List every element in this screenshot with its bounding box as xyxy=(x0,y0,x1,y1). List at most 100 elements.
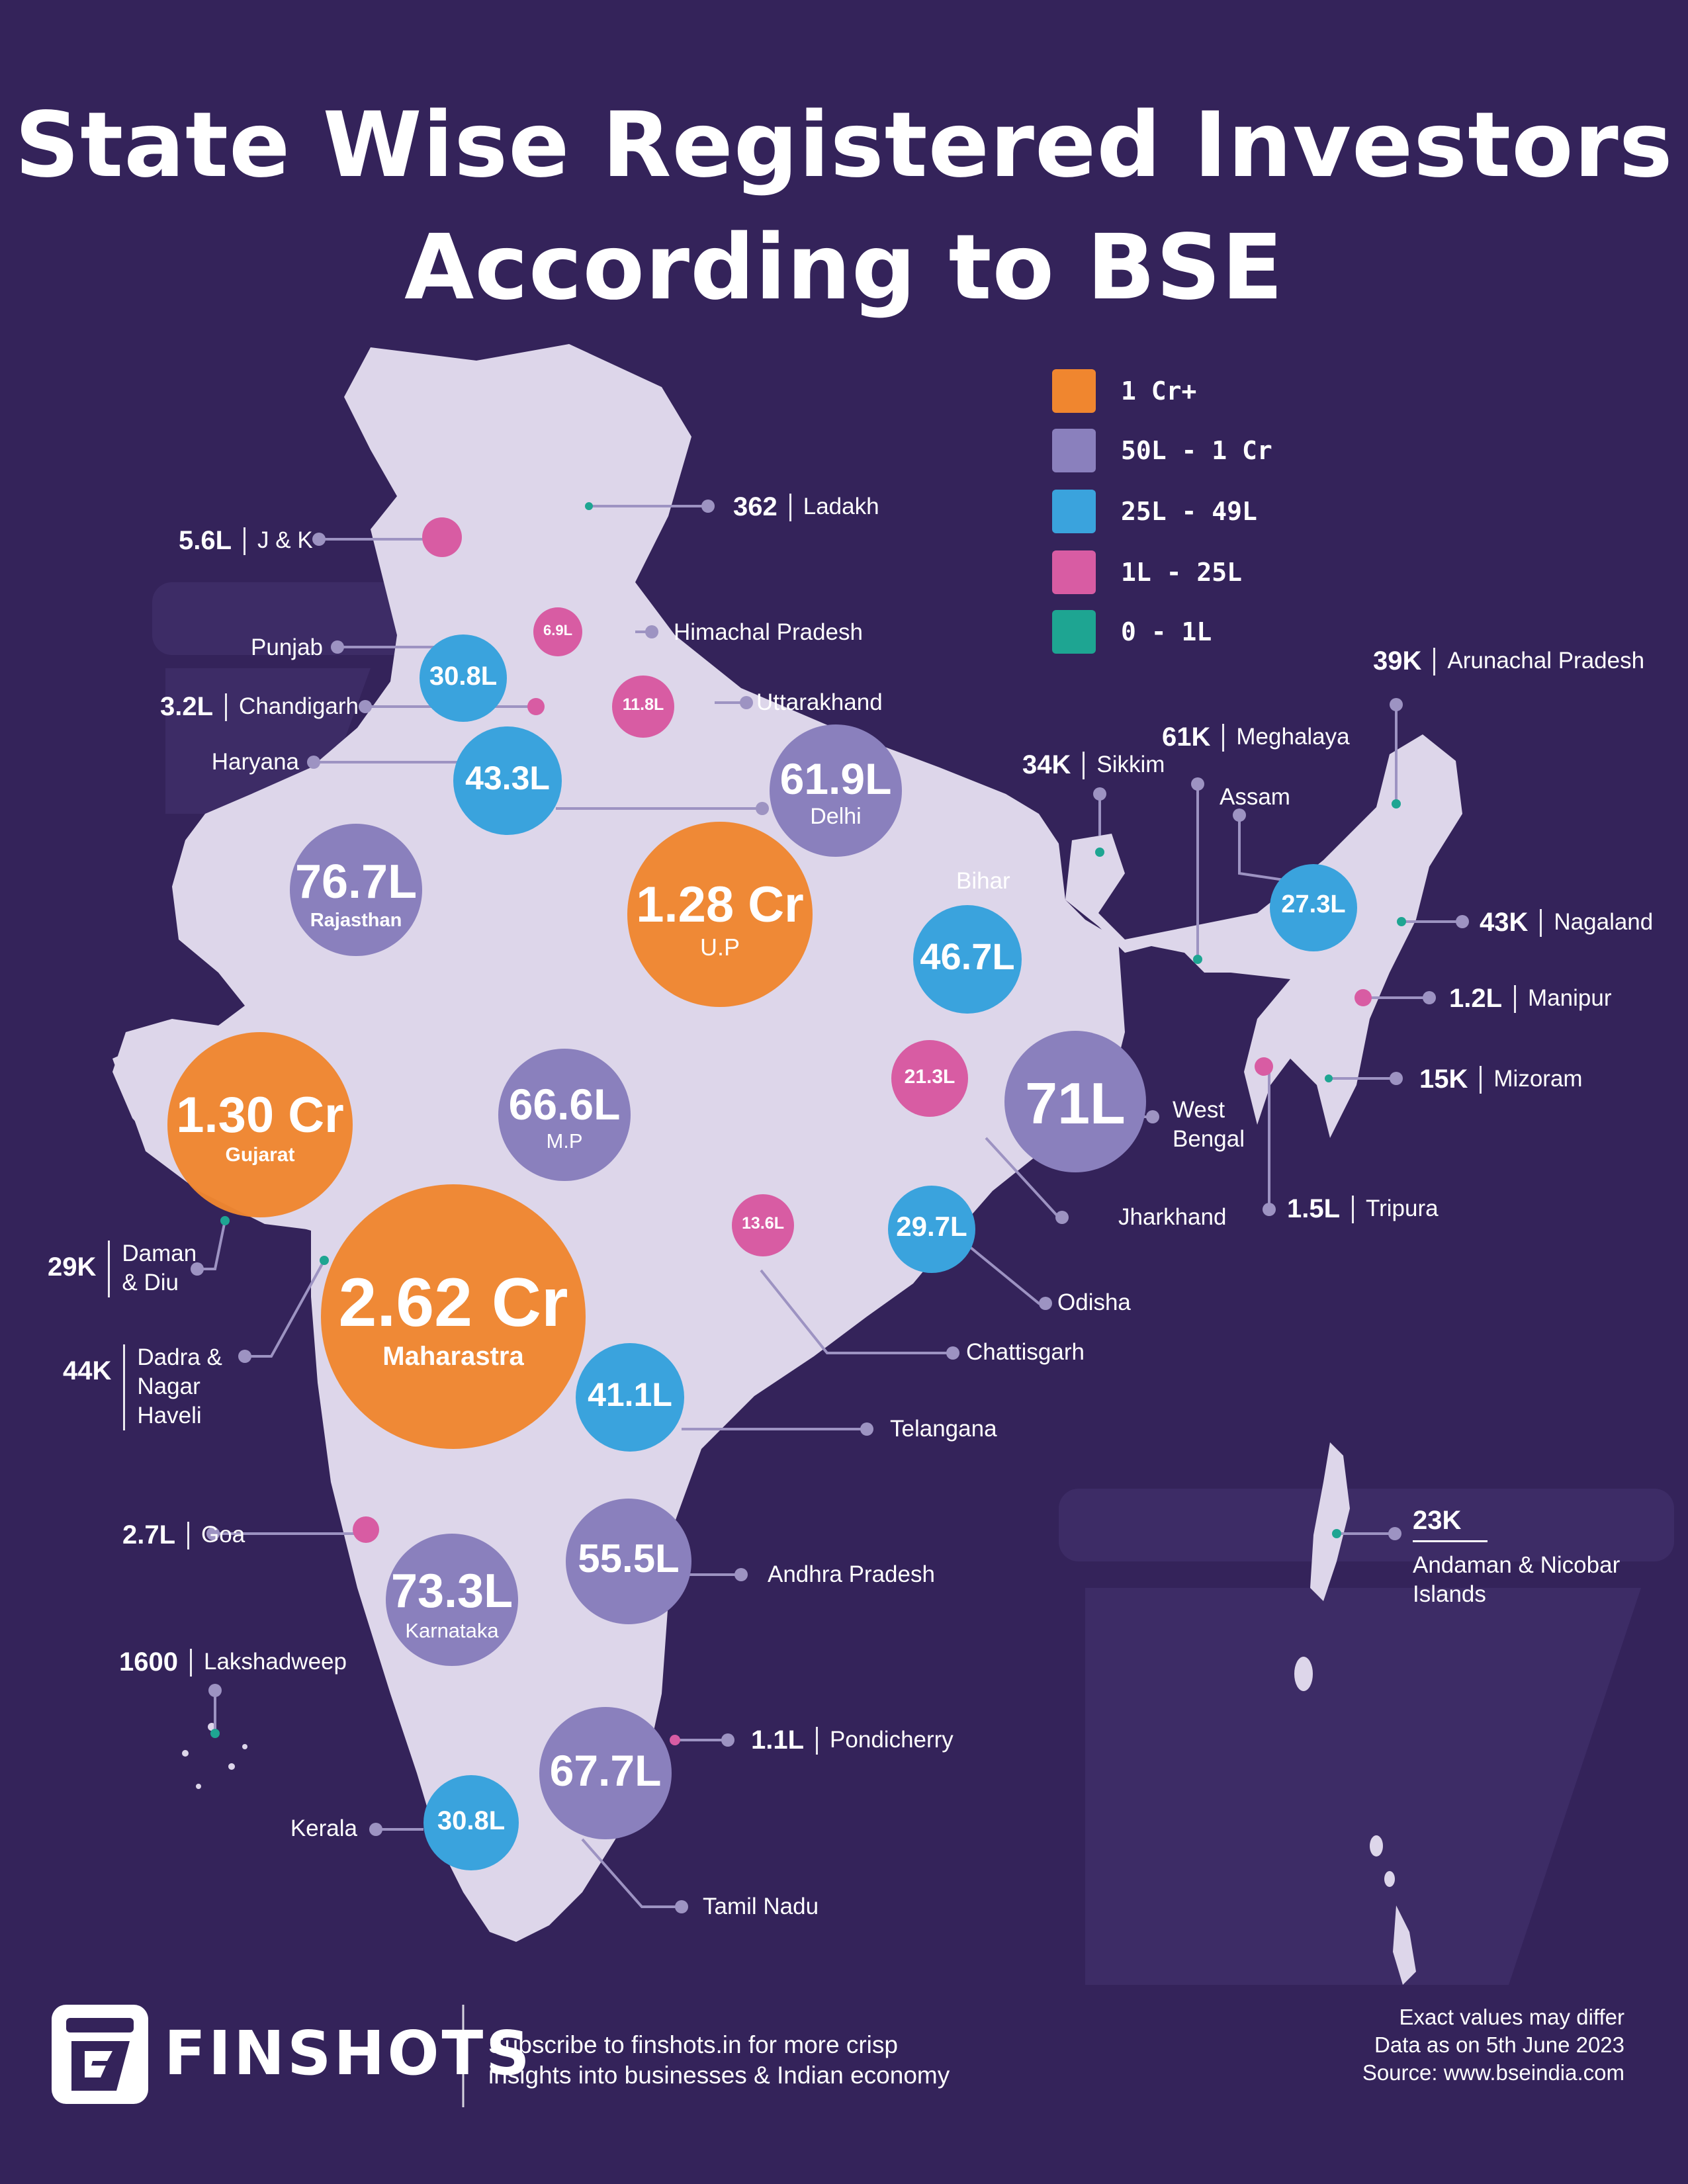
telangana-anchor xyxy=(860,1422,873,1436)
tagline: Subscribe to finshots.in for more crisp … xyxy=(488,2030,950,2091)
label-telangana: Telangana xyxy=(890,1416,997,1442)
ladakh-dot xyxy=(585,502,593,510)
mizoram-dot xyxy=(1325,1074,1333,1082)
manipur-name: Manipur xyxy=(1528,985,1612,1011)
kerala-anchor xyxy=(369,1823,382,1836)
label-haryana: Haryana xyxy=(211,749,299,775)
punjab-bubble xyxy=(420,634,507,722)
assam-bubble xyxy=(1270,864,1357,951)
legend-item-25l: 25L - 49L xyxy=(1052,490,1257,533)
label-lakshadweep: 1600 Lakshadweep xyxy=(119,1647,347,1677)
separator xyxy=(108,1241,111,1297)
punjab-anchor xyxy=(331,640,344,654)
legend-label-50l: 50L - 1 Cr xyxy=(1121,436,1272,465)
tripura-dot xyxy=(1255,1057,1273,1076)
label-dadra: 44K Dadra & Nagar Haveli xyxy=(63,1343,269,1430)
dadra-dot xyxy=(320,1256,329,1265)
maharashtra-bubble xyxy=(321,1184,586,1449)
sikkim-value: 34K xyxy=(1022,750,1071,779)
label-punjab: Punjab xyxy=(251,634,323,660)
meghalaya-anchor xyxy=(1191,777,1204,791)
west-bengal-anchor xyxy=(1146,1110,1159,1123)
pondicherry-anchor xyxy=(721,1733,734,1747)
separator xyxy=(225,693,228,721)
tagline-line-1: Subscribe to finshots.in for more crisp xyxy=(488,2031,898,2058)
label-arunachal: 39K Arunachal Pradesh xyxy=(1373,646,1644,676)
separator xyxy=(1222,724,1225,752)
mizoram-name: Mizoram xyxy=(1493,1066,1583,1092)
manipur-value: 1.2L xyxy=(1449,984,1503,1013)
goa-value: 2.7L xyxy=(122,1520,176,1550)
jharkhand-anchor xyxy=(1055,1211,1069,1224)
india-northeast xyxy=(1065,734,1462,1138)
label-west-bengal: West Bengal xyxy=(1173,1097,1245,1152)
chandigarh-anchor xyxy=(359,700,372,713)
legend-label-0l: 0 - 1L xyxy=(1121,617,1212,646)
jk-name: J & K xyxy=(257,527,313,553)
tripura-value: 1.5L xyxy=(1287,1194,1341,1223)
odisha-anchor xyxy=(1039,1297,1052,1310)
tagline-line-2: insights into businesses & Indian econom… xyxy=(488,2062,950,2089)
separator xyxy=(1514,985,1517,1013)
west-bengal-bubble xyxy=(1004,1031,1146,1172)
andaman-nicobar-islands xyxy=(1294,1442,1416,1985)
rajasthan-bubble xyxy=(290,824,422,956)
legend-label-25l: 25L - 49L xyxy=(1121,497,1257,526)
title-line-1: State Wise Registered Investors xyxy=(15,93,1673,198)
legend-item-50l: 50L - 1 Cr xyxy=(1052,429,1272,472)
note-date: Data as on 5th June 2023 xyxy=(1374,2032,1624,2057)
uttarakhand-bubble xyxy=(612,676,674,738)
separator xyxy=(789,494,791,521)
legend-label-1cr: 1 Cr+ xyxy=(1121,376,1197,406)
pondicherry-name: Pondicherry xyxy=(830,1727,954,1753)
sikkim-anchor xyxy=(1093,787,1106,801)
ladakh-anchor xyxy=(701,500,715,513)
haryana-bubble xyxy=(453,726,562,835)
legend-label-1l: 1L - 25L xyxy=(1121,558,1243,587)
kerala-bubble xyxy=(423,1775,519,1870)
separator xyxy=(816,1727,819,1755)
separator xyxy=(187,1522,190,1550)
up-bubble xyxy=(627,822,813,1007)
legend-item-1l: 1L - 25L xyxy=(1052,550,1242,594)
meghalaya-name: Meghalaya xyxy=(1236,724,1350,750)
daman-name: Daman & Diu xyxy=(122,1241,197,1295)
label-kerala: Kerala xyxy=(290,1815,357,1841)
dadra-value: 44K xyxy=(63,1356,112,1385)
goa-dot xyxy=(353,1516,379,1543)
daman-value: 29K xyxy=(48,1252,97,1282)
label-sikkim: 34K Sikkim xyxy=(1022,750,1165,779)
andhra-anchor xyxy=(734,1568,748,1581)
state-bubbles xyxy=(167,607,1357,1870)
delhi-anchor xyxy=(756,802,769,815)
separator xyxy=(1540,909,1542,937)
legend-swatch-1l xyxy=(1052,550,1096,594)
mizoram-value: 15K xyxy=(1419,1065,1468,1094)
uttarakhand-anchor xyxy=(740,696,753,709)
lakshadweep-name: Lakshadweep xyxy=(203,1649,347,1675)
tamil-nadu-anchor xyxy=(675,1900,688,1913)
label-ladakh: 362 Ladakh xyxy=(733,492,879,521)
chhattisgarh-anchor xyxy=(946,1346,959,1360)
karnataka-bubble xyxy=(386,1534,518,1666)
legend-swatch-1cr xyxy=(1052,369,1096,413)
assam-anchor xyxy=(1233,808,1246,822)
label-odisha: Odisha xyxy=(1057,1289,1131,1315)
label-jk: 5.6L J & K xyxy=(179,526,313,555)
footnotes: Exact values may differ Data as on 5th J… xyxy=(1224,2003,1624,2087)
manipur-anchor xyxy=(1423,991,1436,1004)
note-source: Source: www.bseindia.com xyxy=(1362,2060,1624,2085)
jk-dot xyxy=(422,517,462,557)
label-tripura: 1.5L Tripura xyxy=(1287,1194,1439,1223)
andaman-value: 23K xyxy=(1413,1506,1488,1542)
title-line-2: According to BSE xyxy=(404,216,1284,320)
telangana-bubble xyxy=(576,1343,684,1452)
andaman-anchor xyxy=(1388,1527,1401,1540)
ladakh-name: Ladakh xyxy=(803,494,879,519)
dadra-anchor xyxy=(238,1350,251,1363)
separator xyxy=(1083,752,1085,779)
label-uttarakhand: Uttarakhand xyxy=(756,689,883,715)
legend-swatch-0l xyxy=(1052,610,1096,654)
